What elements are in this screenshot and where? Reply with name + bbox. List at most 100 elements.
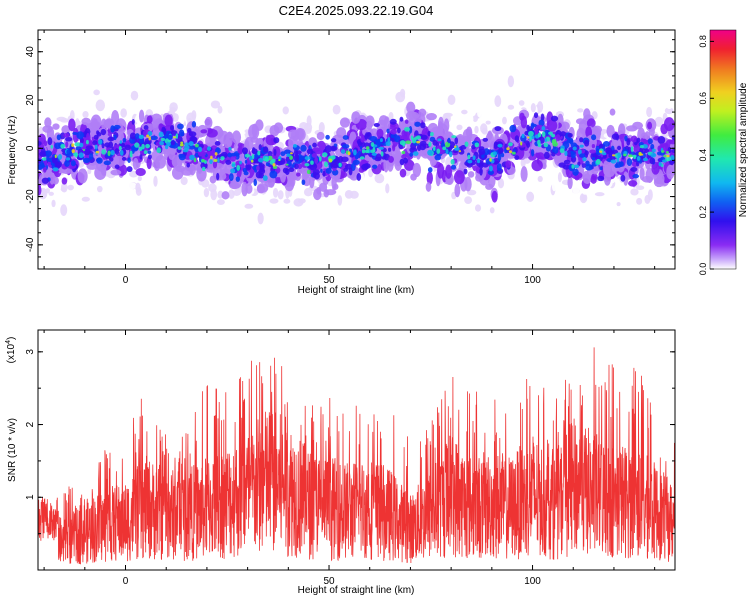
spectrogram-blob (572, 186, 580, 194)
spectrogram-blob (74, 142, 81, 147)
spectrogram-blob (121, 156, 127, 161)
spectrogram-blob (314, 156, 319, 164)
spectrogram-blob (95, 150, 100, 154)
spectrogram-blob (514, 135, 520, 143)
spectrogram-blob (71, 149, 75, 153)
spectrogram-blob (181, 166, 193, 176)
spectrogram-blob (232, 130, 242, 144)
spectrogram-blob (483, 148, 490, 156)
spectrogram-blob (245, 162, 252, 171)
spectrogram-blob (458, 150, 462, 153)
spectrogram-blob (278, 159, 281, 162)
spectrogram-blob (137, 175, 142, 182)
spectrogram-blob (540, 113, 545, 122)
spectrogram-blob (110, 169, 122, 176)
spectrogram-blob (412, 151, 419, 156)
spectrogram-blob (186, 162, 191, 168)
spectrogram-blob (243, 171, 249, 176)
spectrogram-blob (606, 124, 615, 138)
spectrogram-blob (647, 121, 653, 130)
spectrogram-blob (489, 207, 495, 214)
spectrogram-blob (96, 132, 102, 137)
spectrogram-blob (289, 155, 293, 160)
spectrogram-blob (379, 138, 383, 143)
spectrogram-blob (257, 157, 264, 163)
spectrogram-blob (162, 174, 173, 183)
spectrogram-blob (107, 150, 111, 157)
spectrogram-blob (560, 131, 566, 137)
spectrogram-blob (71, 143, 75, 147)
spectrogram-blob (437, 163, 445, 179)
spectrogram-blob (256, 184, 265, 194)
spectrogram-blob (93, 89, 100, 96)
spectrogram-blob (410, 135, 414, 140)
spectrogram-blob (110, 125, 115, 133)
spectrogram-blob (98, 139, 103, 145)
spectrogram-blob (558, 162, 566, 168)
spectrogram-blob (351, 111, 361, 124)
spectrogram-blob (94, 144, 98, 150)
spectrogram-blob (466, 114, 474, 125)
snr-y-label: SNR (10 * v/v) (7, 418, 18, 482)
spectrogram-blob (390, 128, 397, 135)
spectrogram-blob (214, 181, 222, 186)
spectrogram-blob (310, 160, 314, 165)
spectrogram-blob (143, 150, 148, 155)
spectrogram-blob (454, 183, 461, 198)
spectrogram-blob (387, 147, 392, 152)
spectrogram-blob (218, 153, 227, 158)
spectrogram-blob (632, 174, 640, 179)
spectrogram-blob (657, 135, 666, 144)
spectrogram-blob (95, 99, 106, 112)
spectrogram-blob (356, 173, 362, 181)
spectrogram-blob (146, 134, 150, 138)
spectrogram-blob (221, 191, 230, 200)
spectrogram-blob (138, 146, 143, 151)
spectrogram-blob (579, 153, 586, 158)
spectrogram-blob (51, 199, 56, 208)
spectrogram-blob (44, 117, 52, 128)
spectrogram-blob (324, 145, 332, 153)
colorbar-ticks: 0.0 0.2 0.4 0.6 0.8 (698, 35, 714, 275)
snr-x-tick-label: 50 (323, 576, 335, 587)
spectrogram-blob (432, 146, 436, 151)
spectrogram-blob (603, 165, 616, 178)
spectrogram-blob (451, 135, 457, 139)
spectrogram-blob (668, 139, 675, 145)
spectrogram-blob (597, 175, 605, 182)
spectrogram-blob (586, 118, 596, 129)
spectrogram-blob (454, 145, 457, 148)
spectrogram-x-tick-label: 0 (123, 275, 129, 286)
spectrogram-blob (273, 122, 284, 134)
spectrogram-blob (191, 121, 197, 128)
spectrogram-blob (526, 136, 530, 139)
spectrogram-blob (78, 152, 84, 159)
spectrogram-blob (153, 159, 161, 172)
spectrogram-blob (147, 150, 152, 155)
colorbar-tick-label: 0.6 (698, 92, 708, 105)
spectrogram-blob (626, 138, 631, 146)
spectrogram-blob (474, 142, 480, 148)
spectrogram-blob (217, 130, 230, 145)
spectrogram-blob (252, 159, 259, 164)
spectrogram-blob (304, 163, 310, 167)
snr-y-tick-label: 1 (25, 494, 36, 500)
spectrogram-x-tick-label: 50 (323, 275, 335, 286)
spectrogram-blob (630, 167, 638, 172)
spectrogram-blob (585, 160, 590, 167)
spectrogram-blob (309, 175, 315, 189)
spectrogram-blob (52, 176, 59, 185)
spectrogram-blob (644, 131, 651, 141)
spectrogram-blob (79, 142, 84, 148)
spectrogram-blob (288, 167, 295, 172)
spectrogram-blob (420, 134, 428, 140)
spectrogram-blob (239, 160, 242, 165)
spectrogram-blob (599, 166, 603, 171)
spectrogram-blob (467, 171, 475, 178)
spectrogram-blob (86, 132, 90, 141)
spectrogram-blob (650, 152, 657, 158)
spectrogram-blob (658, 161, 662, 167)
spectrogram-blob (101, 142, 105, 149)
spectrogram-blob (551, 152, 556, 157)
spectrogram-blob (498, 147, 504, 155)
